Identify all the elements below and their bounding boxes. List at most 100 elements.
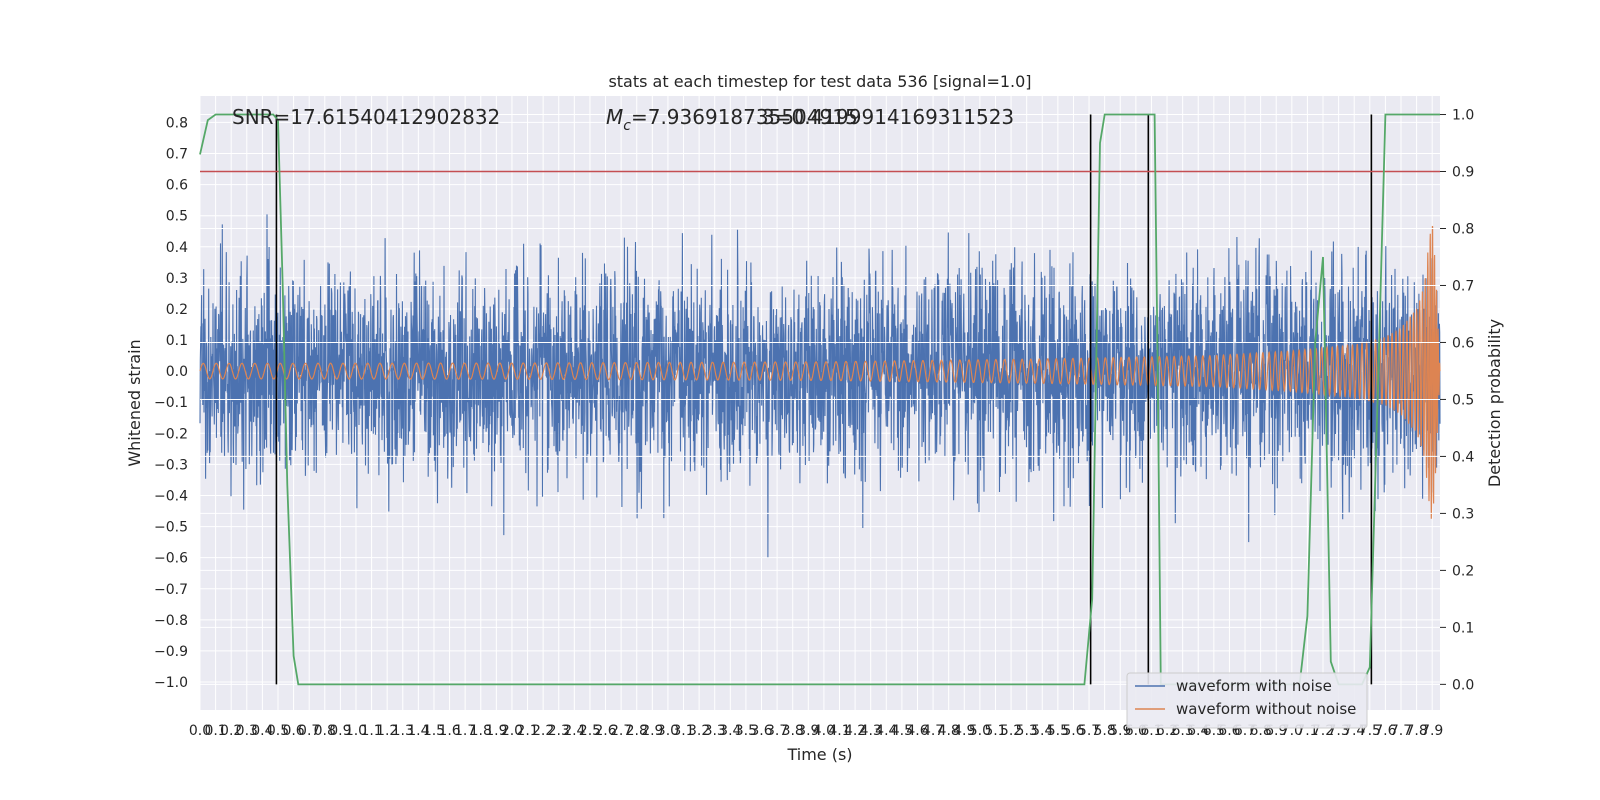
noise-trace [199, 214, 1441, 558]
x-tick-label: 4.6 [906, 723, 928, 739]
x-tick-label: 1.3 [392, 723, 414, 739]
x-tick-label: 0.8 [314, 723, 336, 739]
y-tick-label: −0.4 [154, 488, 188, 504]
x-tick-label: 5.7 [1078, 723, 1100, 739]
x-tick-label: 7.6 [1374, 723, 1396, 739]
chirp-mass-value: =7.936918735504915 [631, 105, 858, 129]
y-tick-label: −0.7 [154, 582, 188, 598]
x-axis-label: Time (s) [786, 745, 852, 764]
x-tick-label: 0.7 [298, 723, 320, 739]
snr-annotation: SNR=17.61540412902832 [232, 105, 500, 129]
x-tick-label: 3.9 [797, 723, 819, 739]
y-tick-label: 0.0 [166, 364, 188, 380]
x-tick-label: 5.5 [1047, 723, 1069, 739]
x-tick-label: 2.6 [594, 723, 616, 739]
x-tick-label: 4.4 [875, 723, 897, 739]
y2-tick-label: 0.3 [1452, 506, 1474, 522]
chirp-mass-subscript: c [623, 118, 631, 134]
y-tick-label: 0.3 [166, 271, 188, 287]
x-tick-label: 1.4 [407, 723, 429, 739]
x-tick-label: 1.5 [423, 723, 445, 739]
x-tick-label: 1.6 [438, 723, 460, 739]
x-tick-label: 7.7 [1390, 723, 1412, 739]
x-tick-label: 1.2 [376, 723, 398, 739]
x-tick-label: 2.4 [563, 723, 585, 739]
x-tick-label: 0.3 [236, 723, 258, 739]
x-tick-label: 5.0 [969, 723, 991, 739]
detection-markers [275, 114, 1373, 685]
chirp-mass-symbol: M [606, 105, 623, 129]
y-tick-label: −0.2 [154, 426, 188, 442]
x-tick-label: 5.1 [984, 723, 1006, 739]
y2-axis-label: Detection probability [1485, 319, 1504, 487]
y-axis-label: Whitened strain [125, 339, 144, 466]
legend-label-clean: waveform without noise [1176, 700, 1356, 718]
legend: waveform with noise waveform without noi… [1126, 672, 1368, 729]
x-tick-label: 1.1 [360, 723, 382, 739]
x-tick-label: 4.9 [953, 723, 975, 739]
series-waveform-with-noise [199, 214, 1441, 558]
x-tick-label: 3.6 [750, 723, 772, 739]
x-tick-label: 2.1 [516, 723, 538, 739]
x-tick-label: 5.9 [1109, 723, 1131, 739]
y2-tick-label: 0.7 [1452, 278, 1474, 294]
x-tick-label: 2.8 [626, 723, 648, 739]
y-tick-label: −0.6 [154, 551, 188, 567]
x-tick-label: 1.7 [454, 723, 476, 739]
x-tick-label: 5.4 [1031, 723, 1053, 739]
y-tick-label: −0.1 [154, 395, 188, 411]
clean-trace [199, 225, 1441, 519]
x-tick-label: 3.2 [688, 723, 710, 739]
x-tick-label: 2.9 [641, 723, 663, 739]
x-tick-label: 5.8 [1094, 723, 1116, 739]
y2-tick-label: 0.9 [1452, 165, 1474, 181]
x-tick-label: 3.8 [782, 723, 804, 739]
x-tick-label: 5.3 [1016, 723, 1038, 739]
x-tick-label: 2.7 [610, 723, 632, 739]
chart-title: stats at each timestep for test data 536… [608, 72, 1031, 91]
y-tick-label: 0.1 [166, 333, 188, 349]
y-tick-label: −0.8 [154, 613, 188, 629]
y2-tick-label: 0.5 [1452, 392, 1474, 408]
x-tick-label: 0.9 [329, 723, 351, 739]
x-tick-label: 4.8 [938, 723, 960, 739]
x-tick-label: 3.7 [766, 723, 788, 739]
x-tick-label: 0.2 [220, 723, 242, 739]
x-tick-label: 3.5 [735, 723, 757, 739]
x-tick-label: 1.9 [485, 723, 507, 739]
x-tick-label: 7.9 [1421, 723, 1443, 739]
y2-tick-label: 0.6 [1452, 335, 1474, 351]
x-tick-label: 3.3 [704, 723, 726, 739]
x-tick-label: 0.4 [251, 723, 273, 739]
x-tick-label: 4.5 [891, 723, 913, 739]
x-tick-label: 4.7 [922, 723, 944, 739]
y-tick-label: 0.5 [166, 209, 188, 225]
y-tick-label: 0.4 [166, 240, 188, 256]
x-tick-label: 4.1 [828, 723, 850, 739]
x-tick-label: 4.3 [860, 723, 882, 739]
x-tick-label: 2.5 [579, 723, 601, 739]
y-tick-label: −0.9 [154, 644, 188, 660]
x-tick-label: 3.4 [719, 723, 741, 739]
x-tick-label: 0.0 [189, 723, 211, 739]
x-tick-label: 1.0 [345, 723, 367, 739]
overlap-annotation: 3=0.4199914169311523 [762, 105, 1014, 129]
chirp-mass-annotation: Mc=7.936918735504915 [606, 105, 858, 134]
x-tick-label: 5.2 [1000, 723, 1022, 739]
legend-label-noise: waveform with noise [1176, 677, 1332, 695]
y-tick-label: −0.3 [154, 457, 188, 473]
x-tick-label: 2.2 [532, 723, 554, 739]
y-tick-label: 0.2 [166, 302, 188, 318]
y2-tick-label: 1.0 [1452, 108, 1474, 124]
x-tick-label: 0.5 [267, 723, 289, 739]
x-tick-label: 2.3 [548, 723, 570, 739]
x-tick-label: 7.8 [1405, 723, 1427, 739]
legend-box [1126, 672, 1368, 729]
x-tick-label: 3.0 [657, 723, 679, 739]
x-tick-label: 0.6 [282, 723, 304, 739]
y-tick-label: 0.7 [166, 147, 188, 163]
x-tick-label: 2.0 [501, 723, 523, 739]
series-waveform-without-noise [199, 225, 1441, 519]
x-tick-label: 5.6 [1062, 723, 1084, 739]
